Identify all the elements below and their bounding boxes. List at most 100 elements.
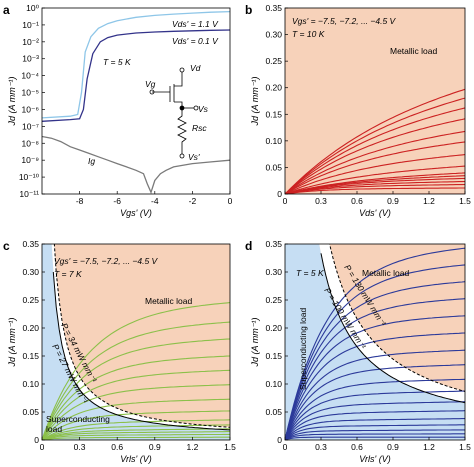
panel-b-curve-10: [285, 130, 465, 194]
panel-b-curve-3: [285, 180, 465, 194]
panel-b-metallic-load-label: Metallic load: [390, 46, 438, 56]
panel-a-series-0: [42, 10, 230, 119]
panel-a-ytick-label: 10⁻³: [22, 54, 39, 64]
panel-c-curve-12: [42, 338, 230, 440]
panel-d-ytick-label: 0.30: [265, 267, 282, 277]
panel-c-curve-4: [42, 428, 230, 440]
panel-c-sc-label-line2: load: [46, 424, 62, 434]
panel-b-curve-2: [285, 183, 465, 194]
panel-a-ytick-label: 10⁻¹: [22, 20, 39, 30]
panel-d-temperature: T = 5 K: [296, 268, 324, 278]
panel-b-ytick-label: 0.15: [265, 109, 282, 119]
panel-a-ytick-label: 10⁻¹¹: [19, 189, 39, 199]
panel-b-plot-area: [285, 88, 465, 194]
panel-a-circuit-vs-prime: Vs': [188, 152, 200, 162]
panel-b: 0 0.3 0.6 0.9 1.2 1.5 0 0.05 0.10 0.15 0.20 0.25 0.3…: [250, 3, 471, 218]
panel-a-ytick-label: 10⁻⁵: [22, 88, 39, 98]
panel-a-ytick-label: 10⁻⁹: [21, 155, 39, 165]
panel-d-curve-11: [285, 332, 465, 440]
panel-d-curve-12: [285, 315, 465, 440]
panel-a-legend-1v1: Vds' = 1.1 V: [172, 19, 219, 29]
panel-d-xtick-label: 0.6: [351, 442, 363, 452]
panel-d-curve-13: [285, 298, 465, 440]
panel-a-xtick-label: -2: [189, 196, 197, 206]
panel-d-curve-7: [285, 390, 465, 440]
panel-d-curve-6: [285, 401, 465, 440]
panel-c-curve-5: [42, 424, 230, 440]
panel-b-xtick-label: 0.6: [351, 196, 363, 206]
panel-d-curve-15: [285, 264, 465, 440]
panel-d-ytick-label: 0.25: [265, 295, 282, 305]
panel-c-xtick-label: 0.3: [74, 442, 86, 452]
panel-b-xtick-label: 0.9: [387, 196, 399, 206]
panel-d-ytick-label: 0: [277, 435, 282, 445]
panel-d-ylabel: Jd (A mm⁻¹): [250, 318, 260, 368]
panel-c-vgs-range: Vgs' = −7.5, −7.2, ... −4.5 V: [54, 256, 159, 266]
panel-b-xtick-label: 0: [283, 196, 288, 206]
panel-a-circuit-resistor: [177, 108, 187, 154]
panel-letter-d: d: [245, 239, 252, 253]
panel-letter-c: c: [3, 239, 10, 253]
panel-d-xtick-label: 0: [283, 442, 288, 452]
panel-a-frame: [41, 7, 231, 195]
panel-c-ytick-label: 0.20: [22, 323, 39, 333]
panel-d-power-line-1: [320, 253, 465, 404]
panel-c-xtick-label: 0: [40, 442, 45, 452]
panel-c-frame: [41, 243, 231, 441]
panel-a-circuit-vs: Vs: [198, 104, 209, 114]
panel-a-ytick-label: 10⁰: [26, 3, 39, 13]
panel-c-xtick-label: 0.6: [111, 442, 123, 452]
panel-b-ytick-label: 0.05: [265, 162, 282, 172]
panel-a-circuit-vd: Vd: [190, 63, 201, 73]
panel-c-curve-8: [42, 398, 230, 440]
panel-d-curve-16: [285, 247, 465, 440]
panel-letter-a: a: [3, 3, 10, 17]
panel-b-vgs-range: Vgs' = −7.5, −7.2, ... −4.5 V: [292, 16, 397, 26]
panel-a-temperature: T = 5 K: [103, 57, 131, 67]
panel-d-ytick-label: 0.05: [265, 407, 282, 417]
panel-a-ytick-label: 10⁻⁴: [21, 71, 39, 81]
panel-c-curve-7: [42, 410, 230, 440]
panel-d-metallic-load-label: Metallic load: [362, 268, 410, 278]
panel-c-metallic-load-label: Metallic load: [145, 296, 193, 306]
panel-d-frame: [284, 243, 466, 441]
panel-c-sc-label-line1: Superconducting: [46, 414, 110, 424]
panel-c-curve-9: [42, 384, 230, 440]
panel-d-curve-8: [285, 378, 465, 440]
panel-d-xtick-label: 0.9: [387, 442, 399, 452]
panel-c-superconducting-region: [42, 244, 230, 440]
panel-d-xtick-label: 1.5: [459, 442, 471, 452]
panel-a-xlabel: Vgs' (V): [120, 208, 152, 218]
panel-a-circuit-vg: Vg: [145, 79, 156, 89]
panel-a-ig-label: Ig: [88, 156, 95, 166]
panel-b-xtick-label: 1.5: [459, 196, 471, 206]
panel-b-ytick-label: 0.20: [265, 83, 282, 93]
panel-d-ytick-label: 0.20: [265, 323, 282, 333]
panel-c-temperature: T = 7 K: [54, 269, 82, 279]
panel-d-transition-band: [319, 244, 465, 403]
panel-a-circuit-wire: [173, 72, 183, 108]
panel-c-curve-14: [42, 302, 230, 440]
panel-a-xtick-label: -6: [113, 196, 121, 206]
panel-b-ytick-label: 0.10: [265, 136, 282, 146]
panel-a-ytick-label: 10⁻⁶: [22, 104, 39, 114]
panel-b-ylabel: Jd (A mm⁻¹): [250, 77, 260, 127]
panel-b-ytick-label: 0: [277, 189, 282, 199]
panel-b-ytick-label: 0.35: [265, 3, 282, 13]
panel-b-curve-8: [285, 154, 465, 194]
panel-c-curve-2: [42, 433, 230, 440]
panel-c-power-line-1: [52, 271, 230, 431]
panel-a-xtick-label: -8: [76, 196, 84, 206]
panel-d: 0 0.3 0.6 0.9 1.2 1.5 0 0.05 0.10 0.15 0.20 0.25 0.3…: [250, 239, 471, 464]
panel-b-ytick-label: 0.25: [265, 56, 282, 66]
panel-c-ytick-label: 0.15: [22, 351, 39, 361]
panel-a-circuit-node: [179, 153, 185, 159]
panel-a-plot-area: [42, 10, 230, 194]
panel-a: 10⁻¹¹ 10⁻¹⁰ 10⁻⁹ 10⁻⁸ 10⁻⁷ 10⁻⁶ 10⁻⁵ 10⁻⁴ 10⁻³ 10…: [7, 3, 233, 218]
panel-d-curve-0: [285, 436, 465, 440]
panel-b-xlabel: Vds' (V): [359, 208, 391, 218]
panel-a-circuit-node: [193, 105, 199, 111]
panel-a-circuit: [149, 67, 199, 159]
panel-c: 0 0.3 0.6 0.9 1.2 1.5 0 0.05 0.10 0.15 0.20 0.25 0.3…: [7, 239, 236, 464]
panel-c-plot-area: [42, 244, 230, 440]
